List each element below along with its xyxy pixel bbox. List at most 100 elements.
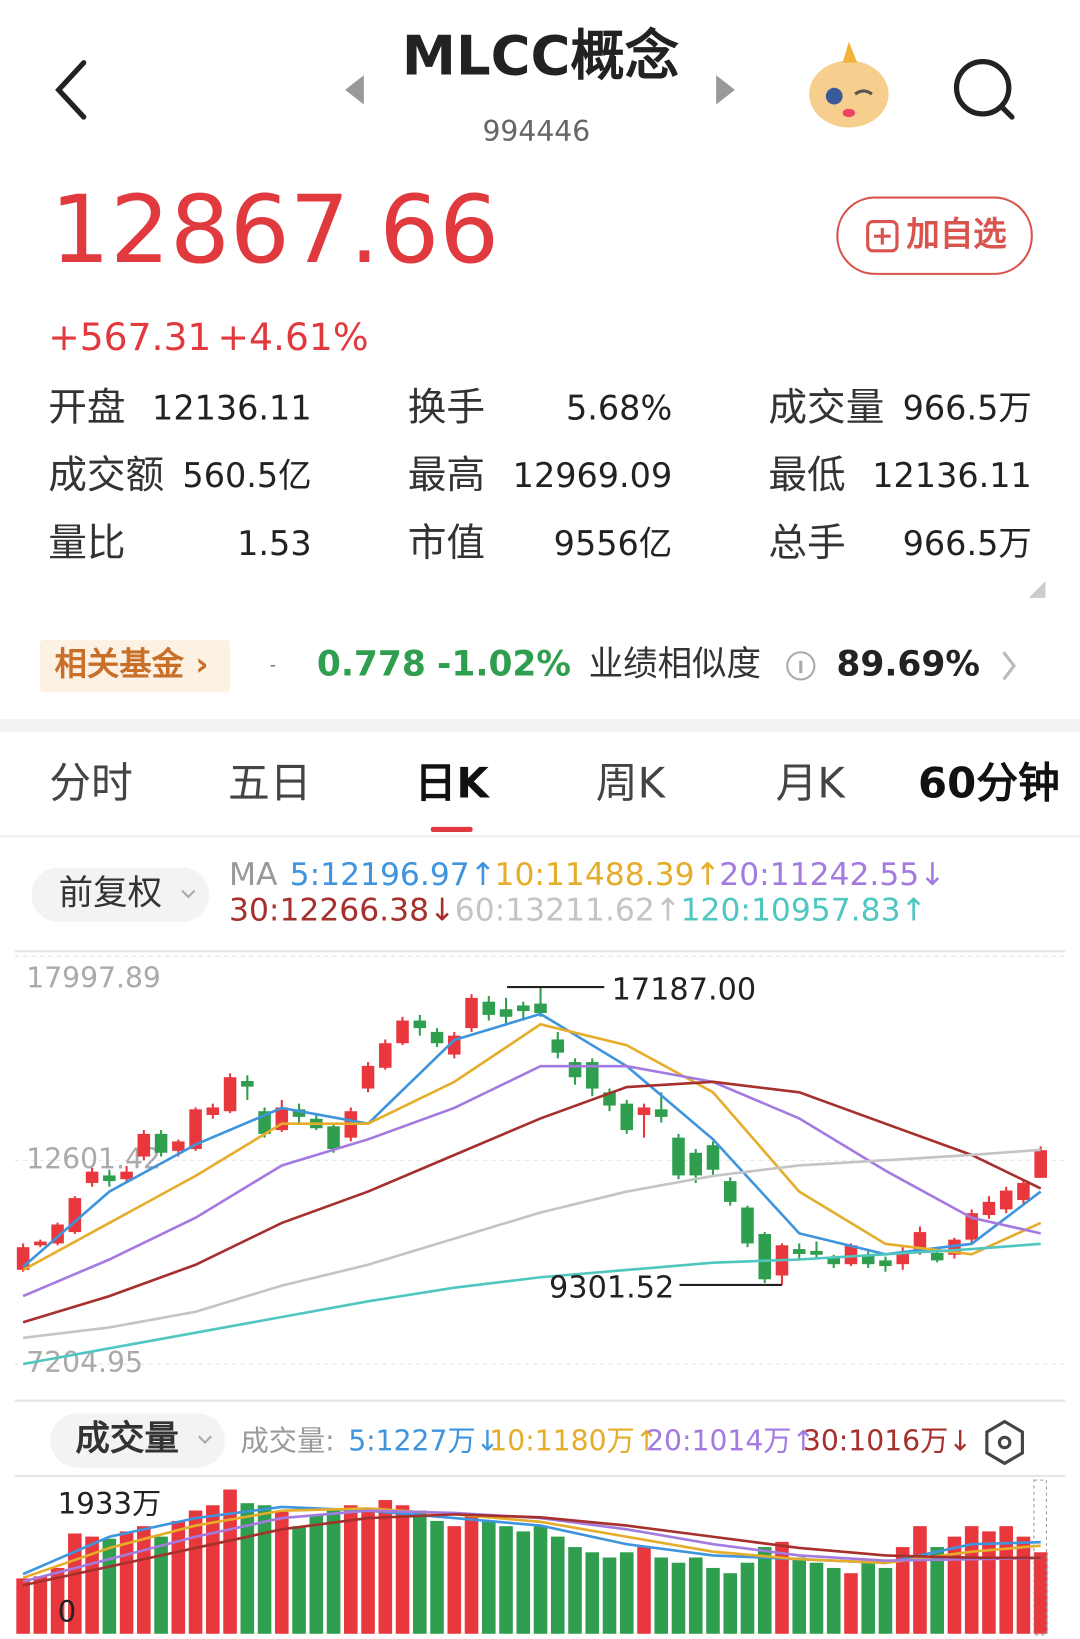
y-tick-label: 0: [58, 1594, 77, 1628]
candle-body: [654, 1109, 668, 1117]
candle-body: [103, 1175, 116, 1182]
volume-bar: [292, 1526, 306, 1634]
volume-bar: [499, 1526, 513, 1634]
mascot[interactable]: [809, 41, 889, 128]
fund-change: -1.02%: [437, 644, 571, 684]
volume-bar: [550, 1536, 565, 1634]
tab[interactable]: 周K: [596, 759, 667, 808]
volume-bar: [430, 1520, 444, 1634]
ma-line: [22, 1513, 1041, 1587]
annotation: 9301.52: [549, 1271, 674, 1306]
volume-bar: [257, 1505, 272, 1634]
candle-body: [482, 1001, 496, 1015]
fund-tag: 相关基金 ›: [54, 645, 208, 683]
ma-line: [22, 1064, 1041, 1298]
adjust-select[interactable]: 前复权: [31, 867, 210, 922]
ma-line: [22, 1148, 1041, 1340]
candle-body: [137, 1133, 151, 1157]
volume-bar: [378, 1500, 393, 1634]
legend-entry: 5:12196.97↑: [290, 857, 496, 893]
volume-bar: [102, 1538, 117, 1634]
volume-bar: [757, 1547, 772, 1634]
volume-bar: [50, 1567, 65, 1634]
stat-value: 12136.11: [872, 456, 1032, 495]
candle-body: [465, 997, 478, 1029]
volume-bar: [619, 1552, 634, 1634]
ma-line: [22, 1080, 1042, 1324]
candle-body: [551, 1039, 565, 1053]
volume-bar: [481, 1520, 496, 1634]
annotation: 17187.00: [612, 973, 757, 1008]
stat-label: 最高: [408, 453, 485, 498]
volume-bar: [602, 1557, 617, 1634]
title: MLCC概念: [402, 25, 679, 88]
volume-bar: [412, 1510, 427, 1634]
settings-dot: [997, 1435, 1012, 1450]
volume-select[interactable]: 成交量: [50, 1413, 225, 1468]
volume-bar: [119, 1531, 134, 1634]
candle-body: [672, 1137, 685, 1176]
add-watchlist[interactable]: 加自选: [836, 196, 1033, 275]
tab[interactable]: 分时: [49, 759, 133, 808]
tab[interactable]: 五日: [228, 759, 312, 808]
candle-body: [723, 1181, 737, 1202]
stat-label: 总手: [768, 521, 845, 566]
y-tick-label: 17997.89: [26, 961, 161, 994]
candle-body: [827, 1256, 840, 1265]
volume-bar: [654, 1557, 669, 1634]
candle-body: [1034, 1150, 1047, 1178]
candle-body: [379, 1043, 392, 1068]
similarity-label: 业绩相似度: [589, 644, 761, 684]
legend-entry: 20:1014万↑: [646, 1424, 815, 1457]
volume-bar: [585, 1552, 600, 1634]
candle-body: [361, 1065, 375, 1089]
back-button[interactable]: [55, 60, 87, 120]
candle-body: [327, 1126, 340, 1149]
stat-label: 成交额: [48, 453, 164, 498]
volume-bar: [464, 1515, 479, 1634]
volume-bar: [344, 1505, 358, 1634]
ma-line: [22, 1507, 1041, 1580]
volume-bar: [33, 1576, 48, 1634]
volume-bar: [792, 1557, 807, 1634]
volume-bar: [671, 1562, 686, 1634]
candle-body: [241, 1080, 254, 1087]
volume-bar: [947, 1536, 962, 1634]
stat-value: 1.53: [237, 524, 311, 563]
candle-body: [413, 1020, 427, 1029]
candle-body: [568, 1062, 582, 1078]
volume-bar: [206, 1505, 220, 1634]
fund-row[interactable]: 相关基金 › - 0.778 -1.02% 业绩相似度 89.69%: [39, 639, 1017, 692]
candle-body: [879, 1260, 892, 1267]
candle-body: [517, 1005, 530, 1012]
candle-body: [206, 1107, 220, 1115]
change-pct: +4.61%: [218, 315, 369, 359]
volume-title: 成交量: [75, 1419, 178, 1459]
candle-body: [758, 1233, 772, 1280]
legend-entry: 5:1227万↓: [348, 1424, 499, 1457]
tab[interactable]: 月K: [776, 759, 847, 808]
settings-button[interactable]: [985, 1419, 1024, 1466]
expand-corner[interactable]: [1028, 581, 1046, 598]
volume-bar: [171, 1520, 186, 1634]
volume-bar: [999, 1526, 1013, 1634]
search-button[interactable]: [953, 59, 1015, 120]
volume-bar: [1016, 1536, 1031, 1634]
prev-button[interactable]: [345, 75, 364, 105]
legend-entry: 30:12266.38↓: [229, 892, 455, 928]
volume-bar: [637, 1547, 651, 1634]
candle-body: [172, 1141, 185, 1151]
volume-bar: [516, 1531, 531, 1634]
next-button[interactable]: [716, 75, 735, 105]
candle-body: [792, 1249, 806, 1254]
add-watchlist-label: 加自选: [906, 215, 1007, 254]
legend-entry: 10:1180万↑: [489, 1424, 658, 1457]
volume-bar: [895, 1547, 910, 1634]
tab[interactable]: 日K: [415, 759, 491, 808]
tab[interactable]: 60分钟: [918, 759, 1060, 808]
candle-body: [154, 1133, 168, 1153]
candle-body: [982, 1201, 996, 1216]
volume-bar: [275, 1510, 289, 1634]
